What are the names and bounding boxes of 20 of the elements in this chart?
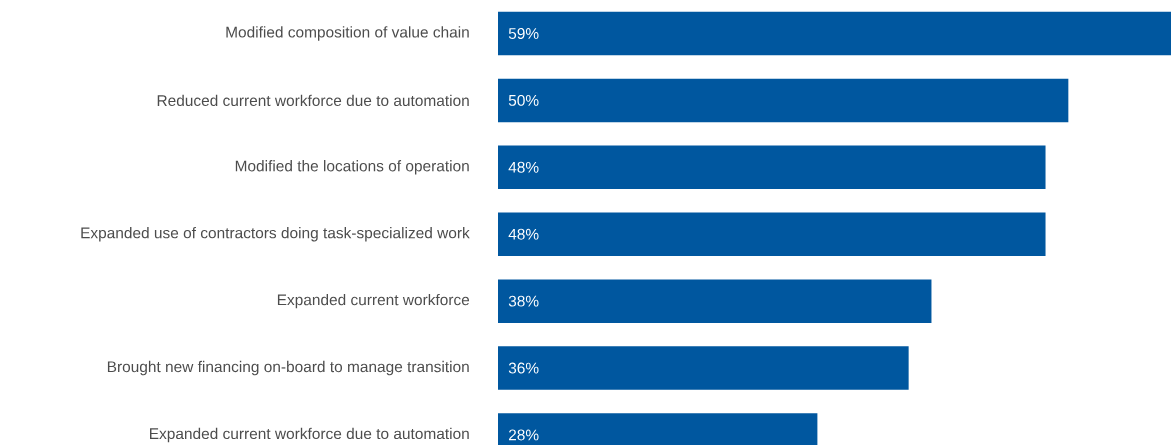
data-label: 50% bbox=[508, 94, 539, 106]
data-label: 38% bbox=[508, 295, 539, 307]
y-tick-label: Expanded use of contractors doing task-specialized work bbox=[81, 227, 470, 242]
bar bbox=[498, 346, 909, 390]
data-label: 28% bbox=[508, 429, 539, 441]
bar bbox=[498, 279, 932, 323]
y-tick-label: Reduced current workforce due to automation bbox=[157, 94, 469, 107]
bar bbox=[498, 78, 1069, 123]
bar bbox=[498, 212, 1046, 256]
bar bbox=[498, 11, 1171, 56]
y-tick-label: Modified composition of value chain bbox=[226, 26, 469, 41]
y-tick-label: Brought new financing on-board to manage transition bbox=[107, 360, 469, 376]
data-label: 36% bbox=[508, 362, 539, 374]
data-label: 48% bbox=[508, 161, 539, 173]
data-label: 59% bbox=[508, 27, 539, 39]
y-tick-label: Expanded current workforce due to automation bbox=[150, 427, 469, 443]
y-tick-label: Modified the locations of operation bbox=[235, 160, 469, 175]
data-label: 48% bbox=[508, 228, 539, 240]
bar bbox=[498, 145, 1046, 190]
y-tick-label: Expanded current workforce bbox=[277, 293, 470, 309]
